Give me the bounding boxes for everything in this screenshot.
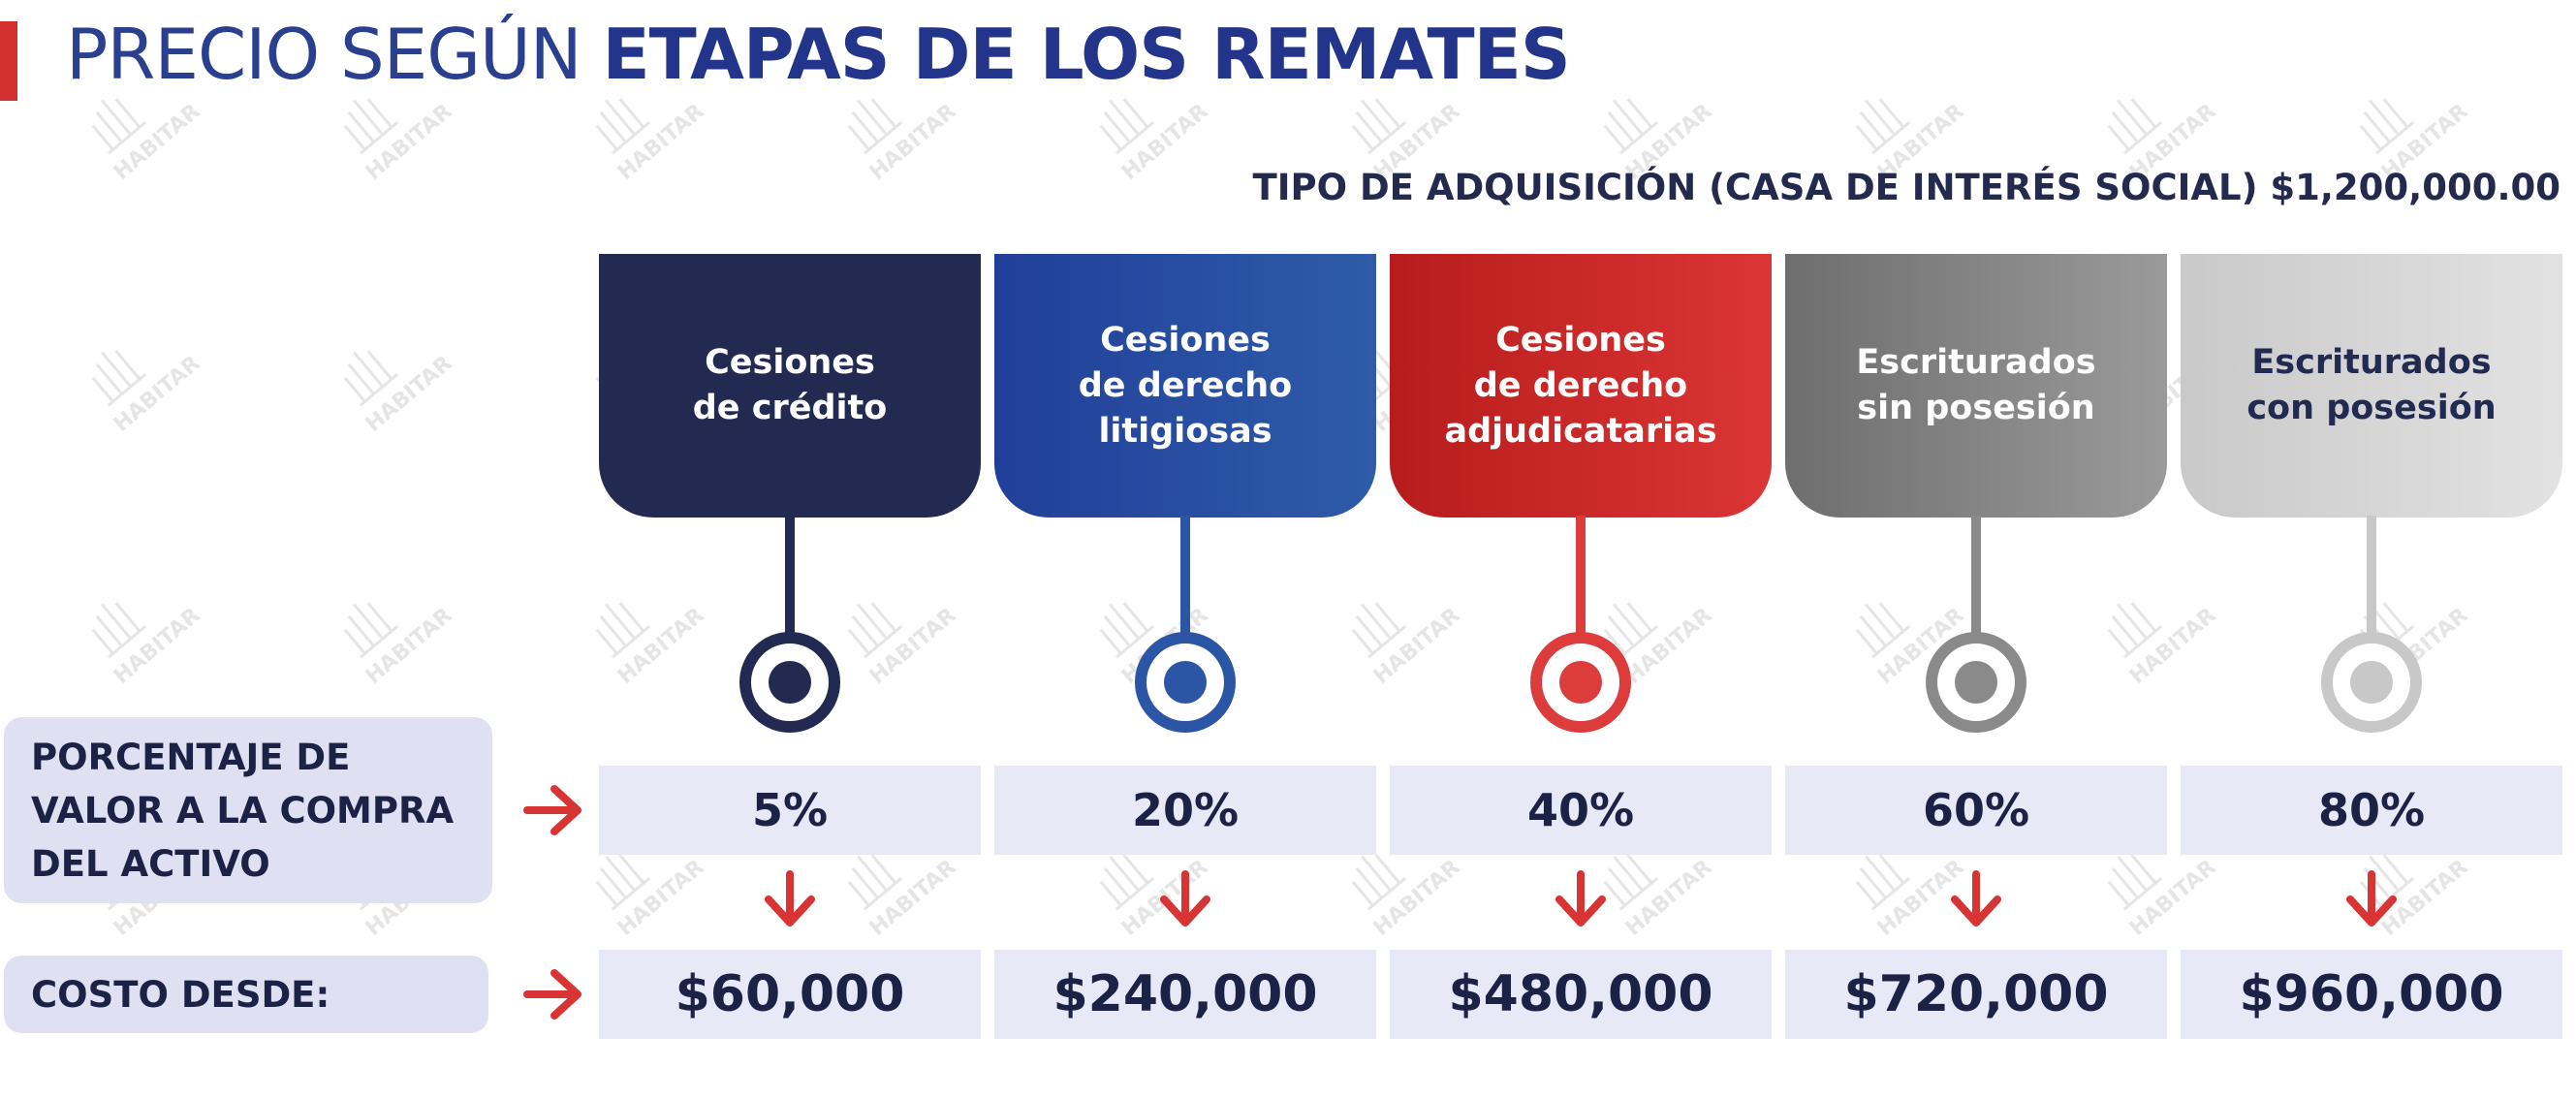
percentage-value-2: 20% — [1131, 784, 1240, 836]
percentage-cell-2: 20% — [994, 766, 1376, 855]
cost-row-label-text: COSTO DESDE: — [31, 973, 330, 1016]
stage-node-5 — [2321, 632, 2422, 733]
stage-connector-4 — [1971, 516, 1981, 636]
stage-node-dot-1 — [769, 661, 811, 704]
percentage-row-label-text: PORCENTAJE DE VALOR A LA COMPRA DEL ACTI… — [31, 736, 455, 885]
cost-cell-2: $240,000 — [994, 950, 1376, 1039]
percentage-cell-1: 5% — [599, 766, 981, 855]
cost-cell-1: $60,000 — [599, 950, 981, 1039]
down-arrow-icon-2 — [1160, 870, 1210, 926]
stage-label-1: Cesiones de crédito — [692, 343, 888, 427]
stage-header-5: Escriturados con posesión — [2181, 254, 2562, 518]
stage-label-2: Cesiones de derecho litigiosas — [1078, 320, 1293, 451]
percentage-cell-5: 80% — [2181, 766, 2562, 855]
stage-node-3 — [1530, 632, 1631, 733]
stage-node-dot-4 — [1955, 661, 1997, 704]
stage-node-dot-3 — [1559, 661, 1602, 704]
cost-value-3: $480,000 — [1448, 965, 1713, 1023]
down-arrow-icon-3 — [1555, 870, 1606, 926]
stage-header-2: Cesiones de derecho litigiosas — [994, 254, 1376, 518]
down-arrow-icon-1 — [765, 870, 815, 926]
cost-cell-3: $480,000 — [1390, 950, 1772, 1039]
down-arrow-icon-4 — [1951, 870, 2001, 926]
stage-label-3: Cesiones de derecho adjudicatarias — [1444, 320, 1717, 451]
title-light: PRECIO SEGÚN — [66, 14, 582, 95]
percentage-value-4: 60% — [1922, 784, 2030, 836]
stage-node-1 — [739, 632, 840, 733]
cost-value-2: $240,000 — [1052, 965, 1318, 1023]
stage-node-2 — [1135, 632, 1236, 733]
cost-cell-5: $960,000 — [2181, 950, 2562, 1039]
stage-connector-1 — [785, 516, 795, 636]
percentage-row-arrow-icon — [523, 785, 581, 835]
cost-row-arrow-icon — [523, 969, 581, 1020]
stage-connector-3 — [1576, 516, 1586, 636]
percentage-value-5: 80% — [2317, 784, 2426, 836]
stage-label-4: Escriturados sin posesión — [1856, 343, 2096, 427]
stage-label-5: Escriturados con posesión — [2246, 343, 2497, 427]
title-accent-bar — [0, 21, 17, 101]
cost-row-label: COSTO DESDE: — [4, 956, 488, 1033]
cost-value-1: $60,000 — [675, 965, 905, 1023]
stage-node-dot-5 — [2350, 661, 2393, 704]
stage-connector-2 — [1180, 516, 1190, 636]
percentage-cell-3: 40% — [1390, 766, 1772, 855]
percentage-cell-4: 60% — [1785, 766, 2167, 855]
percentage-value-3: 40% — [1526, 784, 1635, 836]
page-title: PRECIO SEGÚN ETAPAS DE LOS REMATES — [66, 14, 1571, 95]
title-strong: ETAPAS DE LOS REMATES — [602, 14, 1570, 95]
cost-cell-4: $720,000 — [1785, 950, 2167, 1039]
stage-node-dot-2 — [1164, 661, 1207, 704]
stage-header-3: Cesiones de derecho adjudicatarias — [1390, 254, 1772, 518]
acquisition-type-subtitle: TIPO DE ADQUISICIÓN (CASA DE INTERÉS SOC… — [1252, 167, 2561, 208]
stage-connector-5 — [2367, 516, 2376, 636]
down-arrow-icon-5 — [2346, 870, 2397, 926]
stage-header-4: Escriturados sin posesión — [1785, 254, 2167, 518]
cost-value-4: $720,000 — [1843, 965, 2109, 1023]
cost-value-5: $960,000 — [2239, 965, 2504, 1023]
stage-node-4 — [1926, 632, 2026, 733]
stage-header-1: Cesiones de crédito — [599, 254, 981, 518]
percentage-value-1: 5% — [751, 784, 829, 836]
percentage-row-label: PORCENTAJE DE VALOR A LA COMPRA DEL ACTI… — [4, 717, 492, 903]
